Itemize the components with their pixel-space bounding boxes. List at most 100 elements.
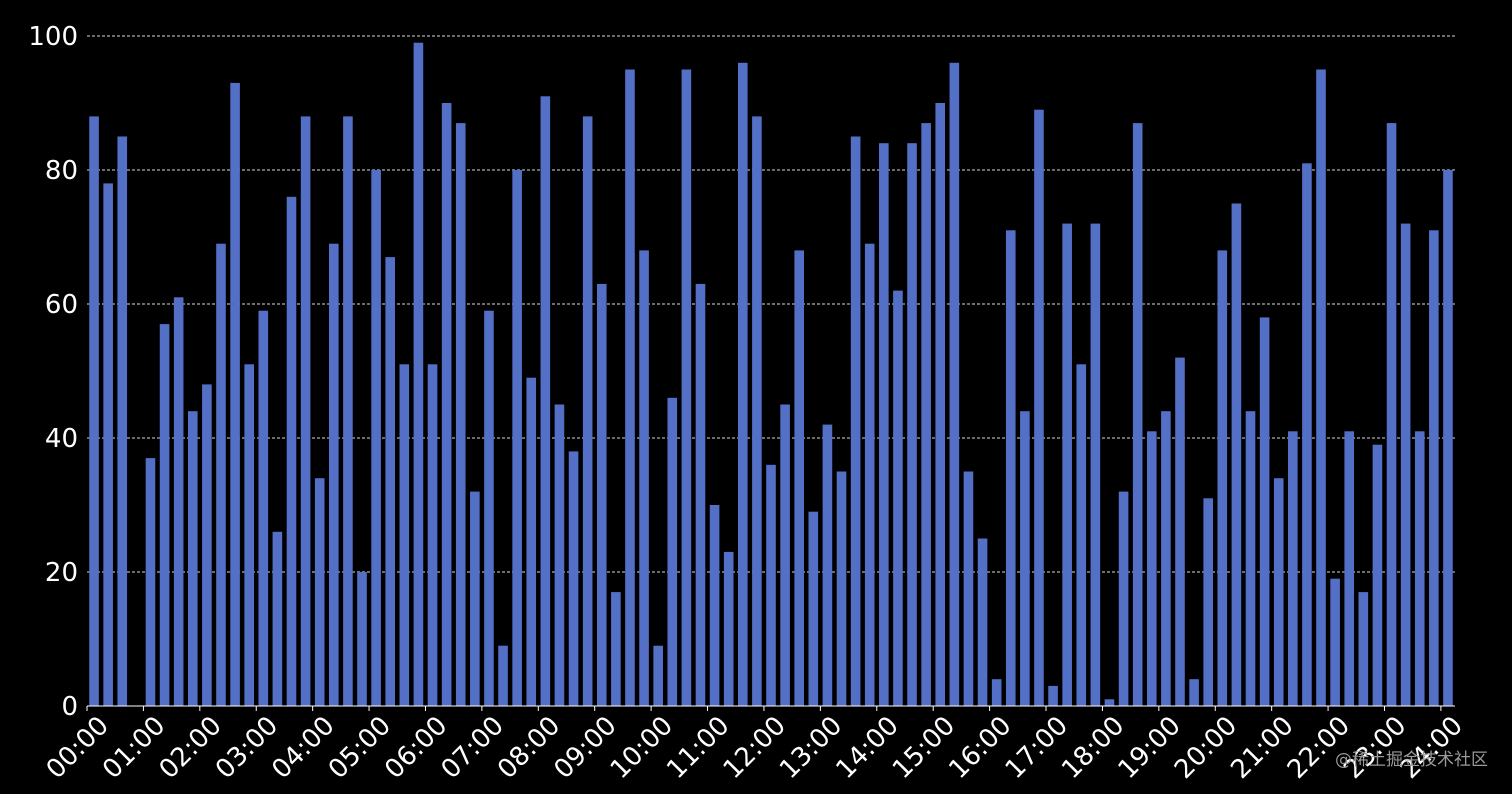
bar (681, 69, 692, 706)
bar (949, 62, 960, 707)
bar (766, 464, 776, 706)
bar (582, 116, 593, 706)
bar (1048, 685, 1058, 706)
bar (441, 103, 452, 706)
bar (103, 183, 113, 706)
x-tick-label: 18:00 (1056, 711, 1130, 785)
bar (695, 283, 706, 706)
bar (1090, 223, 1101, 706)
bar (991, 679, 1002, 706)
x-tick-label: 03:00 (210, 711, 284, 785)
bar (230, 82, 240, 706)
bar (1386, 123, 1397, 707)
bar (850, 136, 861, 706)
bar (1344, 431, 1355, 706)
bar (258, 310, 269, 706)
x-tick-label: 13:00 (774, 711, 848, 785)
x-tick-label: 09:00 (548, 711, 622, 785)
bar (187, 411, 198, 706)
bar (794, 250, 805, 706)
bar (343, 116, 353, 706)
watermark-text: @稀土掘金技术社区 (1335, 750, 1488, 770)
x-tick-label: 11:00 (661, 711, 735, 785)
bar (202, 384, 212, 706)
bar (1414, 431, 1425, 706)
bar (526, 377, 537, 706)
bar (329, 243, 339, 706)
x-tick-label: 14:00 (831, 711, 905, 785)
bar (1132, 123, 1143, 707)
bar (1104, 699, 1115, 706)
x-tick-label: 10:00 (605, 711, 679, 785)
x-tick-label: 12:00 (718, 711, 792, 785)
bar (413, 42, 424, 706)
bar (1005, 230, 1016, 707)
bar (836, 471, 847, 706)
bar (1175, 357, 1185, 706)
bar (1400, 223, 1411, 706)
bar (272, 531, 283, 706)
bar (484, 310, 494, 706)
bar (709, 505, 720, 706)
y-tick-label: 40 (45, 424, 78, 454)
bar (455, 123, 466, 707)
bar (216, 243, 226, 706)
bar (1203, 498, 1213, 706)
bar (1358, 592, 1369, 706)
bar (667, 397, 678, 706)
bar (89, 116, 99, 706)
bar (611, 592, 621, 706)
x-tick-label: 01:00 (97, 711, 171, 785)
bar (512, 170, 522, 706)
bar (173, 297, 184, 706)
bar (357, 572, 367, 706)
bar (625, 69, 635, 706)
bar (1429, 230, 1439, 707)
bar (1302, 163, 1312, 707)
bar (935, 103, 946, 706)
bar (568, 451, 579, 706)
bar (244, 364, 254, 706)
bar (300, 116, 311, 706)
bar (737, 62, 748, 707)
y-tick-label: 100 (28, 22, 78, 52)
bar (117, 136, 128, 706)
bar (1231, 203, 1242, 706)
x-tick-label: 20:00 (1169, 711, 1243, 785)
bar (864, 243, 875, 706)
bar (1372, 444, 1383, 706)
bar (596, 283, 607, 706)
bar (1273, 478, 1284, 706)
y-tick-label: 0 (61, 692, 78, 722)
bar (780, 404, 790, 706)
bar (385, 257, 396, 706)
bar (963, 471, 974, 706)
x-tick-label: 16:00 (943, 711, 1017, 785)
bar (1217, 250, 1228, 706)
bar (1020, 411, 1030, 706)
bar (1118, 491, 1129, 706)
x-tick-label: 08:00 (492, 711, 566, 785)
bar (540, 96, 551, 707)
bar (1288, 431, 1298, 706)
bar (808, 511, 819, 706)
bar (653, 645, 663, 706)
x-tick-label: 02:00 (154, 711, 228, 785)
x-tick-label: 05:00 (323, 711, 397, 785)
bar (1245, 411, 1256, 706)
x-tick-label: 07:00 (436, 711, 510, 785)
x-tick-label: 21:00 (1225, 711, 1299, 785)
bar (470, 491, 480, 706)
bar (145, 458, 156, 706)
x-axis-tick-labels: 00:0001:0002:0003:0004:0005:0006:0007:00… (41, 711, 1469, 785)
bar (399, 364, 410, 706)
x-tick-label: 15:00 (887, 711, 961, 785)
bar (879, 143, 889, 706)
bar (554, 404, 565, 706)
bar (371, 170, 381, 706)
bar (907, 143, 917, 706)
bar (723, 551, 734, 706)
bar (639, 250, 649, 706)
bar (1062, 223, 1072, 706)
